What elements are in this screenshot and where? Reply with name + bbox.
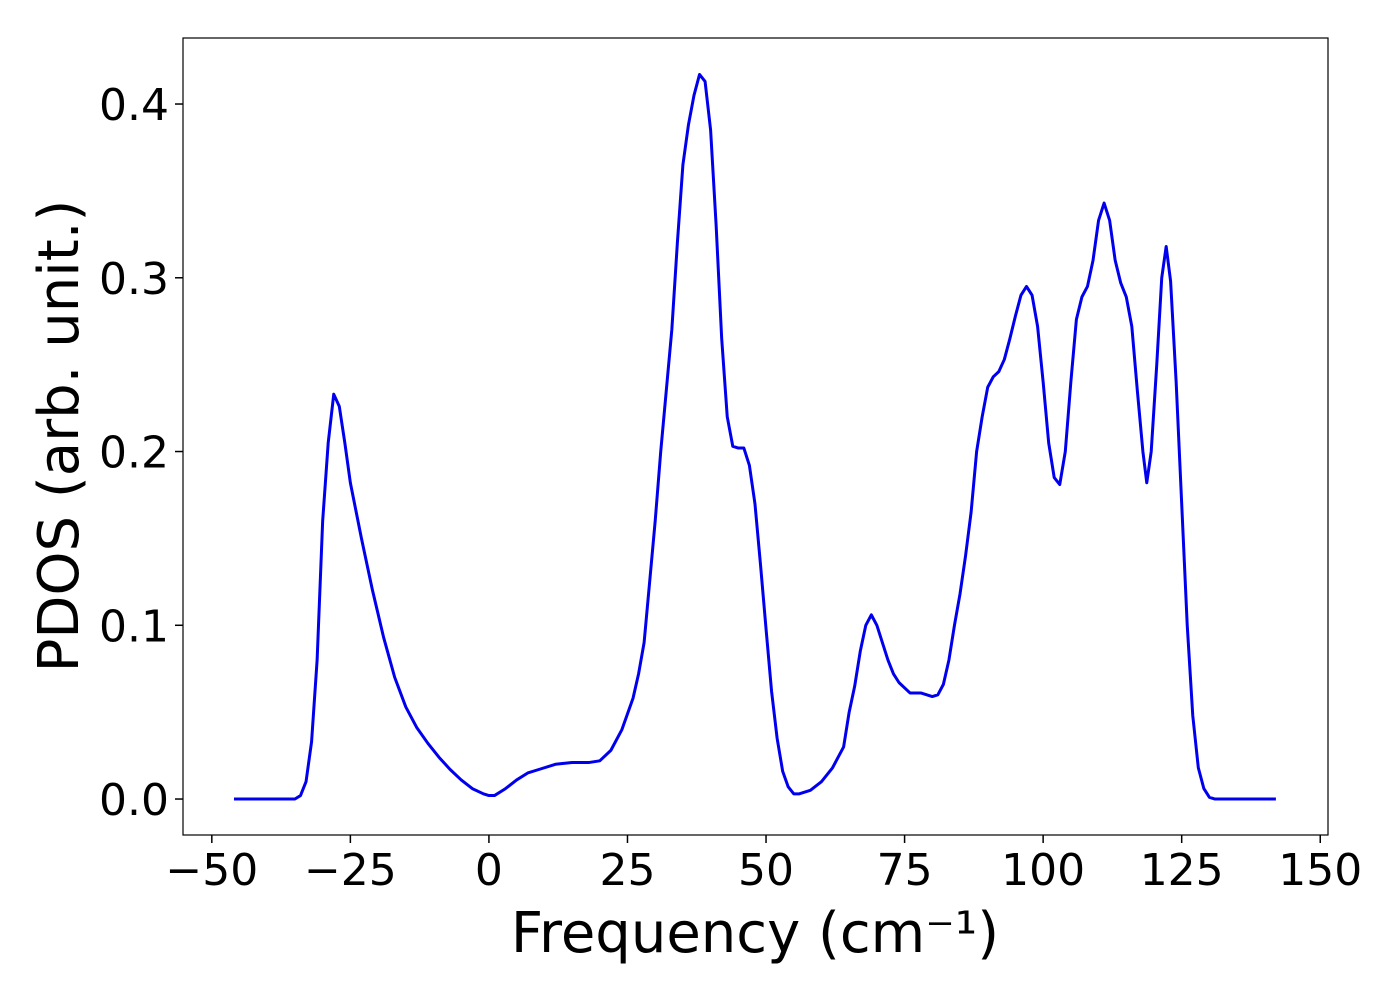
y-tick-label: 0.0 — [99, 775, 169, 826]
plot-frame — [182, 37, 1329, 836]
x-tick-label: −50 — [165, 845, 258, 896]
y-tick-label: 0.1 — [99, 601, 169, 652]
x-tick-label: 125 — [1140, 845, 1224, 896]
y-axis-label: PDOS (arb. unit.) — [27, 200, 92, 673]
x-tick-label: 75 — [877, 845, 933, 896]
y-tick-label: 0.2 — [99, 428, 169, 479]
y-tick-label: 0.4 — [99, 80, 169, 131]
x-tick-label: 150 — [1278, 845, 1362, 896]
line — [233, 72, 1276, 801]
x-tick-label: 100 — [1001, 845, 1085, 896]
y-tick-label: 0.3 — [99, 254, 169, 305]
x-tick-label: 25 — [599, 845, 655, 896]
x-tick-label: −25 — [304, 845, 397, 896]
x-tick-label: 0 — [475, 845, 503, 896]
x-axis-label: Frequency (cm⁻¹) — [511, 901, 999, 966]
x-tick-label: 50 — [738, 845, 794, 896]
